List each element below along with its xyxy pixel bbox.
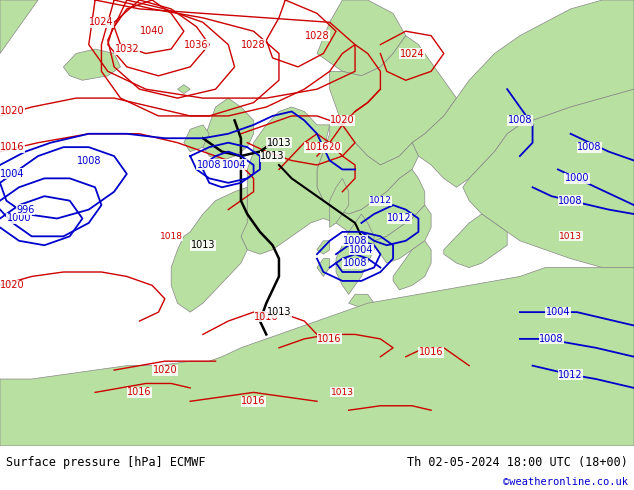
Text: 1013: 1013 [559,232,582,241]
Polygon shape [374,205,431,263]
Text: 1024: 1024 [89,17,113,27]
Polygon shape [444,214,507,268]
Polygon shape [63,49,120,80]
Polygon shape [330,178,349,227]
Text: 1016: 1016 [318,334,342,344]
Text: 1016: 1016 [305,142,329,152]
Text: 1008: 1008 [77,155,101,166]
Text: 1013: 1013 [267,307,291,317]
Text: 1024: 1024 [400,49,424,58]
Polygon shape [184,125,209,151]
Text: 1040: 1040 [140,26,164,36]
Polygon shape [317,241,330,254]
Text: 1028: 1028 [305,31,329,41]
Text: 1016: 1016 [419,347,443,357]
Text: 1012: 1012 [369,196,392,205]
Polygon shape [171,187,247,312]
Text: 1012: 1012 [559,369,583,380]
Text: 1013: 1013 [267,138,291,147]
Text: 1004: 1004 [1,169,25,179]
Text: 1013: 1013 [331,388,354,397]
Text: 1000: 1000 [565,173,589,183]
Text: 1020: 1020 [318,142,342,152]
Text: 1020: 1020 [153,365,177,375]
Text: 1016: 1016 [1,142,25,152]
Text: 1020: 1020 [1,106,25,117]
Text: 1016: 1016 [242,396,266,406]
Text: 1018: 1018 [160,232,183,241]
Text: ©weatheronline.co.uk: ©weatheronline.co.uk [503,477,628,487]
Polygon shape [317,125,418,214]
Polygon shape [241,107,425,254]
Text: 1008: 1008 [578,142,602,152]
Text: 1020: 1020 [330,115,354,125]
Text: 1013: 1013 [261,151,285,161]
Polygon shape [178,85,190,94]
Polygon shape [317,259,330,276]
Text: 1008: 1008 [197,160,221,170]
Polygon shape [349,294,374,308]
Text: Th 02-05-2024 18:00 UTC (18+00): Th 02-05-2024 18:00 UTC (18+00) [407,456,628,469]
Text: 1032: 1032 [115,44,139,54]
Text: 1004: 1004 [349,245,373,255]
Text: 1008: 1008 [559,196,583,206]
Text: 1008: 1008 [540,334,564,344]
Text: 1020: 1020 [1,280,25,291]
Polygon shape [336,214,374,294]
Polygon shape [393,241,431,290]
Polygon shape [317,0,406,76]
Text: 1008: 1008 [343,236,367,246]
Text: 1008: 1008 [508,115,532,125]
Text: 1004: 1004 [546,307,570,317]
Polygon shape [330,36,456,165]
Text: 1012: 1012 [387,214,411,223]
Text: 1013: 1013 [191,240,215,250]
Text: 1036: 1036 [184,40,209,49]
Text: 1008: 1008 [343,258,367,268]
Polygon shape [0,268,634,446]
Text: 996: 996 [16,204,34,215]
Polygon shape [0,0,38,53]
Text: 1000: 1000 [7,214,31,223]
Text: 1028: 1028 [242,40,266,49]
Polygon shape [412,0,634,187]
Text: 1004: 1004 [223,160,247,170]
Text: Surface pressure [hPa] ECMWF: Surface pressure [hPa] ECMWF [6,456,206,469]
Polygon shape [203,98,254,161]
Text: 1016: 1016 [127,388,152,397]
Polygon shape [463,89,634,268]
Text: 1016: 1016 [254,312,278,321]
